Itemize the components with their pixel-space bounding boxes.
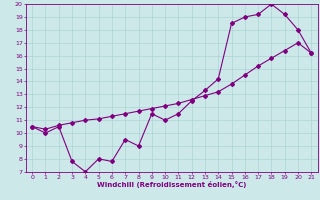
X-axis label: Windchill (Refroidissement éolien,°C): Windchill (Refroidissement éolien,°C) [97, 181, 246, 188]
